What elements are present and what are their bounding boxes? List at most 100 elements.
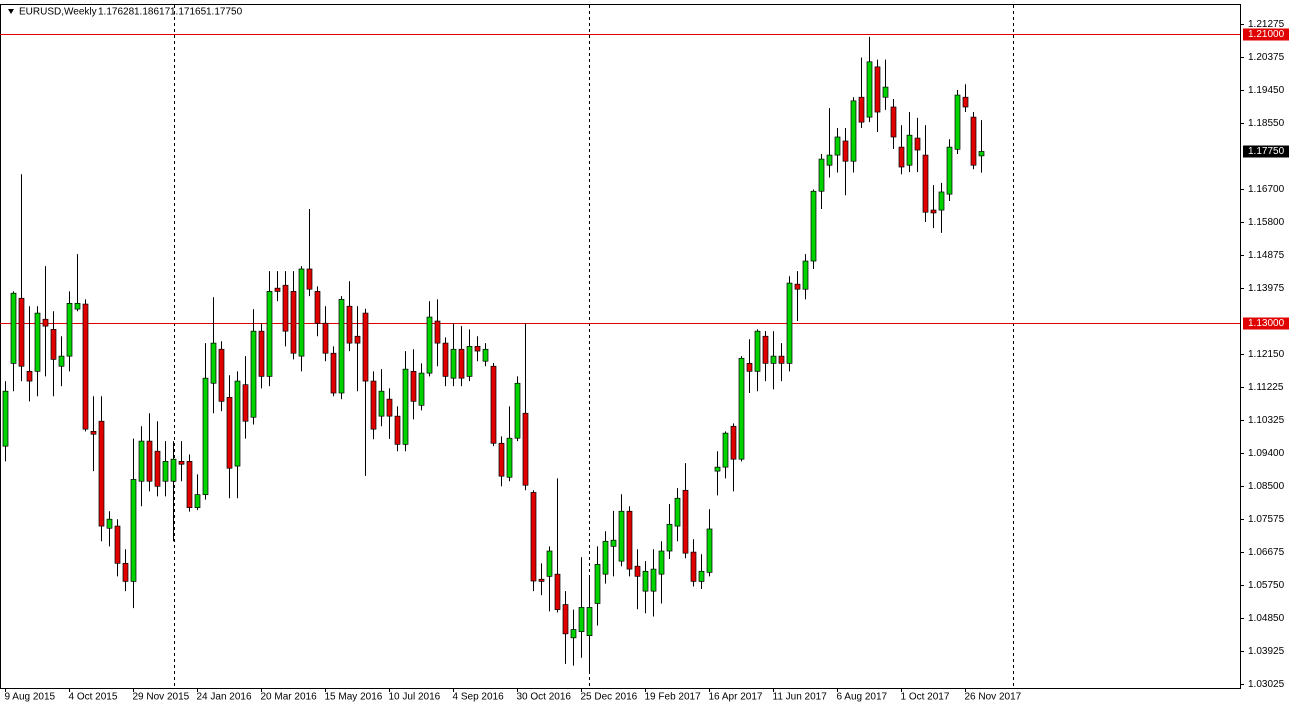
menu-triangle[interactable]: [8, 9, 14, 14]
candle-body: [754, 330, 761, 372]
candle-body: [82, 303, 89, 430]
candle-body: [466, 346, 473, 377]
candle-body: [498, 442, 505, 477]
candle-body: [978, 151, 985, 157]
candle-body: [858, 96, 865, 123]
x-tick-label: 16 Apr 2017: [709, 692, 763, 703]
candle-body: [2, 390, 9, 447]
candle-body: [746, 363, 753, 372]
candle-body: [586, 607, 593, 636]
candle-body: [658, 550, 665, 575]
candle-body: [426, 316, 433, 374]
candle-body: [890, 106, 897, 138]
candle-body: [922, 154, 929, 213]
header-ohlc-value: 1.17750: [206, 7, 243, 18]
y-tick-label: 1.16700: [1248, 184, 1285, 195]
candle-body: [178, 461, 185, 465]
y-tick-label: 1.05750: [1248, 580, 1285, 591]
candle-body: [306, 268, 313, 290]
level-label-box: [1243, 28, 1289, 41]
candle-body: [370, 380, 377, 430]
y-tick-label: 1.15800: [1248, 217, 1285, 228]
candle-body: [298, 268, 305, 357]
candle-body: [562, 604, 569, 635]
y-tick-label: 1.03925: [1248, 646, 1285, 657]
y-tick-label: 1.03025: [1248, 679, 1285, 690]
candle-body: [346, 305, 353, 344]
candle-body: [354, 335, 361, 344]
candle-body: [402, 368, 409, 445]
candle-body: [378, 390, 385, 417]
candle-body: [898, 146, 905, 168]
y-tick-label: 1.11225: [1248, 382, 1284, 393]
candle-body: [506, 437, 513, 478]
candle-body: [106, 518, 113, 529]
x-tick-label: 6 Aug 2017: [837, 692, 888, 703]
y-tick-label: 1.08500: [1248, 481, 1285, 492]
candle-body: [122, 562, 129, 582]
level-label: 1.21000: [1248, 29, 1285, 40]
x-tick-label: 29 Nov 2015: [133, 692, 190, 703]
y-tick-label: 1.18550: [1248, 118, 1285, 129]
candle-body: [34, 312, 41, 372]
y-tick-label: 1.20375: [1248, 52, 1285, 63]
header-ohlc-value: 1.17165: [170, 7, 207, 18]
candle-body: [634, 565, 641, 577]
candle-body: [690, 551, 697, 582]
candle-body: [962, 96, 969, 108]
candle-body: [682, 489, 689, 554]
x-tick-label: 10 Jul 2016: [389, 692, 441, 703]
candle-body: [194, 494, 201, 508]
x-tick-label: 1 Oct 2017: [901, 692, 950, 703]
candle-body: [74, 302, 81, 310]
candle-body: [322, 322, 329, 354]
header-ohlc-value: 1.18617: [134, 7, 171, 18]
x-tick-label: 20 Mar 2016: [261, 692, 318, 703]
candle-body: [826, 154, 833, 166]
candle-body: [714, 466, 721, 472]
current-price-label: 1.17750: [1248, 146, 1285, 157]
y-tick-label: 1.14875: [1248, 250, 1285, 261]
candle-body: [410, 370, 417, 402]
candle-body: [730, 425, 737, 460]
candle-body: [114, 525, 121, 564]
candle-body: [442, 342, 449, 377]
candle-body: [250, 330, 257, 418]
current-price-box: [1243, 145, 1289, 158]
candle-body: [666, 523, 673, 552]
candle-body: [90, 430, 97, 435]
candle-body: [186, 461, 193, 508]
candle-body: [98, 420, 105, 527]
candle-body: [58, 355, 65, 367]
candle-body: [810, 190, 817, 262]
candle-body: [770, 355, 777, 364]
candle-body: [930, 209, 937, 214]
candle-body: [386, 398, 393, 417]
candle-body: [290, 291, 297, 354]
candle-body: [10, 292, 17, 364]
candle-body: [594, 564, 601, 604]
candle-body: [842, 140, 849, 162]
candle-body: [626, 510, 633, 570]
candle-body: [202, 377, 209, 495]
candle-body: [802, 260, 809, 290]
x-tick-label: 9 Aug 2015: [5, 692, 56, 703]
candle-body: [794, 283, 801, 290]
candle-body: [850, 100, 857, 162]
candle-body: [570, 629, 577, 639]
x-tick-label: 11 Jun 2017: [773, 692, 828, 703]
y-tick-label: 1.09400: [1248, 448, 1285, 459]
candle-body: [482, 348, 489, 362]
y-tick-label: 1.04850: [1248, 613, 1285, 624]
candle-body: [530, 492, 537, 582]
candle-body: [154, 450, 161, 487]
candle-body: [706, 528, 713, 573]
x-tick-label: 25 Dec 2016: [581, 692, 638, 703]
candle-body: [218, 348, 225, 402]
candle-body: [450, 348, 457, 379]
candle-body: [282, 284, 289, 332]
candle-body: [946, 146, 953, 195]
y-tick-label: 1.10325: [1248, 415, 1285, 426]
